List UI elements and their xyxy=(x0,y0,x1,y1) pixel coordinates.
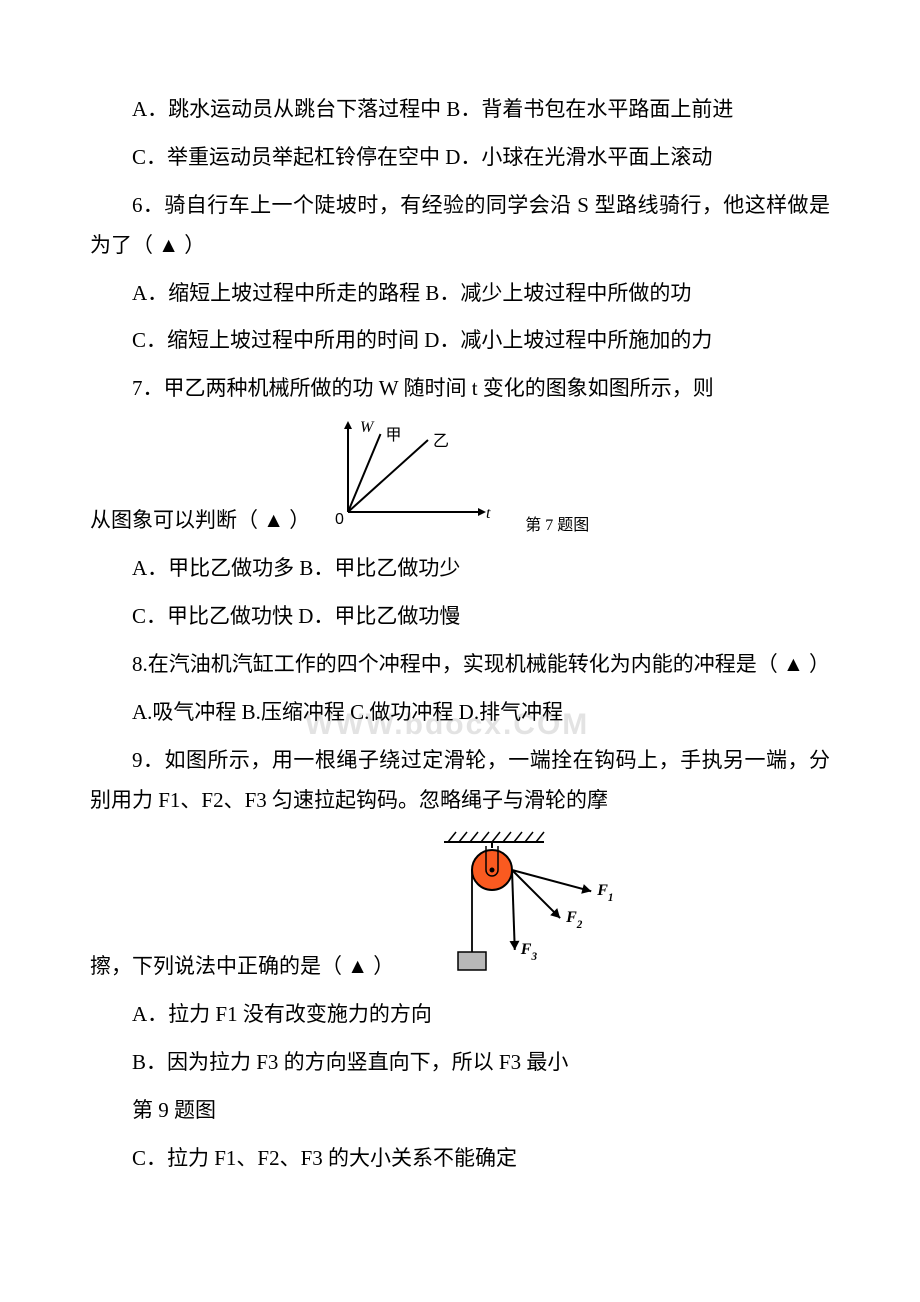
q9-stem-suffix: 擦，下列说法中正确的是（ ▲ ） xyxy=(90,947,394,987)
svg-text:F3: F3 xyxy=(520,941,538,963)
q6-stem: 6．骑自行车上一个陡坡时，有经验的同学会沿 S 型路线骑行，他这样做是为了（ ▲… xyxy=(90,186,830,266)
q8-options: A.吸气冲程 B.压缩冲程 C.做功冲程 D.排气冲程 xyxy=(90,693,830,733)
q8-stem: 8.在汽油机汽缸工作的四个冲程中，实现机械能转化为内能的冲程是（ ▲ ） xyxy=(90,645,830,685)
q7-stem-prefix: 7．甲乙两种机械所做的功 W 随时间 t 变化的图象如图所示，则 xyxy=(90,369,830,409)
q7-options-cd: C．甲比乙做功快 D．甲比乙做功慢 xyxy=(90,597,830,637)
q7-caption: 第 7 题图 xyxy=(525,511,589,541)
q9-option-c: C．拉力 F1、F2、F3 的大小关系不能确定 xyxy=(90,1139,830,1179)
svg-text:t: t xyxy=(486,505,491,522)
q6-options-ab: A．缩短上坡过程中所走的路程 B．减少上坡过程中所做的功 xyxy=(90,274,830,314)
document-content: A．跳水运动员从跳台下落过程中 B．背着书包在水平路面上前进 C．举重运动员举起… xyxy=(90,90,830,1179)
svg-text:W: W xyxy=(360,419,375,436)
svg-text:0: 0 xyxy=(335,511,344,527)
svg-text:F1: F1 xyxy=(597,883,614,905)
q5-options-ab: A．跳水运动员从跳台下落过程中 B．背着书包在水平路面上前进 xyxy=(90,90,830,130)
q7-stem-suffix: 从图象可以判断（ ▲ ） xyxy=(90,501,310,541)
q9-option-b: B．因为拉力 F3 的方向竖直向下，所以 F3 最小 xyxy=(90,1043,830,1083)
q9-option-a: A．拉力 F1 没有改变施力的方向 xyxy=(90,995,830,1035)
svg-text:乙: 乙 xyxy=(433,433,449,450)
q5-options-cd: C．举重运动员举起杠铃停在空中 D．小球在光滑水平面上滚动 xyxy=(90,138,830,178)
svg-text:甲: 甲 xyxy=(386,427,402,444)
q9-stem-prefix: 9．如图所示，用一根绳子绕过定滑轮，一端拴在钩码上，手执另一端，分别用力 F1、… xyxy=(90,741,830,821)
q7-chart: Wt 0 甲 乙 xyxy=(320,417,495,541)
q6-options-cd: C．缩短上坡过程中所用的时间 D．减小上坡过程中所施加的力 xyxy=(90,321,830,361)
svg-text:F2: F2 xyxy=(565,910,583,932)
q9-caption: 第 9 题图 xyxy=(90,1091,830,1131)
q7-options-ab: A．甲比乙做功多 B．甲比乙做功少 xyxy=(90,549,830,589)
q9-diagram: F1 F2 F3 xyxy=(404,828,634,987)
